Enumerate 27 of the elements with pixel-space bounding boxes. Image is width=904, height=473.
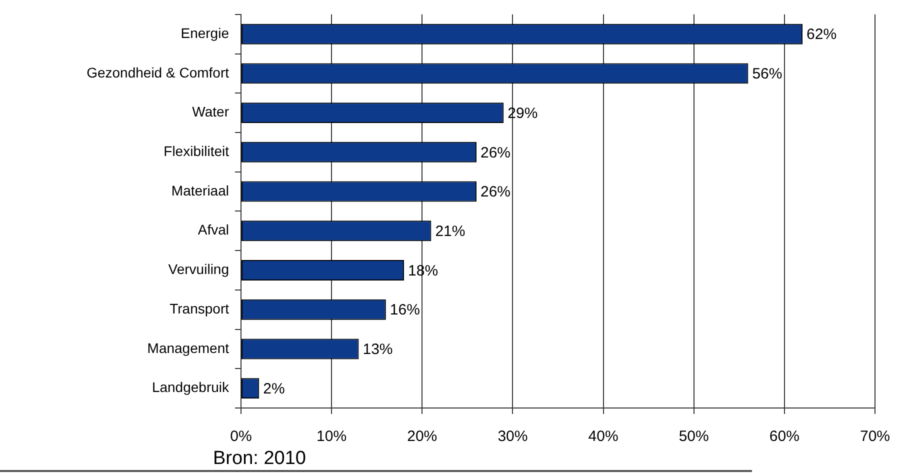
- data-label: 26%: [480, 184, 511, 201]
- x-tick-label: 20%: [407, 428, 438, 446]
- x-tick-label: 0%: [230, 428, 252, 446]
- y-tick-label: Flexibiliteit: [164, 143, 230, 160]
- x-tick-label: 40%: [588, 428, 618, 446]
- x-tick-label: 30%: [498, 428, 528, 446]
- data-label: 26%: [480, 144, 511, 162]
- y-tick-label: Gezondheid & Comfort: [86, 64, 230, 80]
- y-tick-label: Water: [192, 104, 230, 120]
- data-label: 2%: [263, 380, 285, 398]
- data-label: 56%: [752, 66, 782, 83]
- x-tick-label: 60%: [769, 428, 800, 446]
- text: Bron: 2010: [213, 448, 306, 469]
- y-tick-label: Vervuiling: [168, 261, 229, 278]
- x-tick-label: 70%: [860, 428, 890, 446]
- y-tick-label: Afval: [198, 222, 229, 238]
- data-label: 21%: [435, 223, 466, 240]
- x-tick-label: 50%: [678, 428, 709, 446]
- y-tick-label: Energie: [180, 24, 230, 41]
- y-tick-label: Materiaal: [171, 182, 229, 198]
- y-tick-label: Management: [147, 340, 230, 356]
- y-tick-label: Landgebruik: [152, 379, 230, 396]
- data-label: 62%: [806, 26, 837, 44]
- data-label: 13%: [362, 341, 393, 358]
- y-tick-label: Transport: [170, 300, 230, 316]
- x-tick-label: 10%: [316, 428, 347, 446]
- data-label: 16%: [390, 302, 420, 319]
